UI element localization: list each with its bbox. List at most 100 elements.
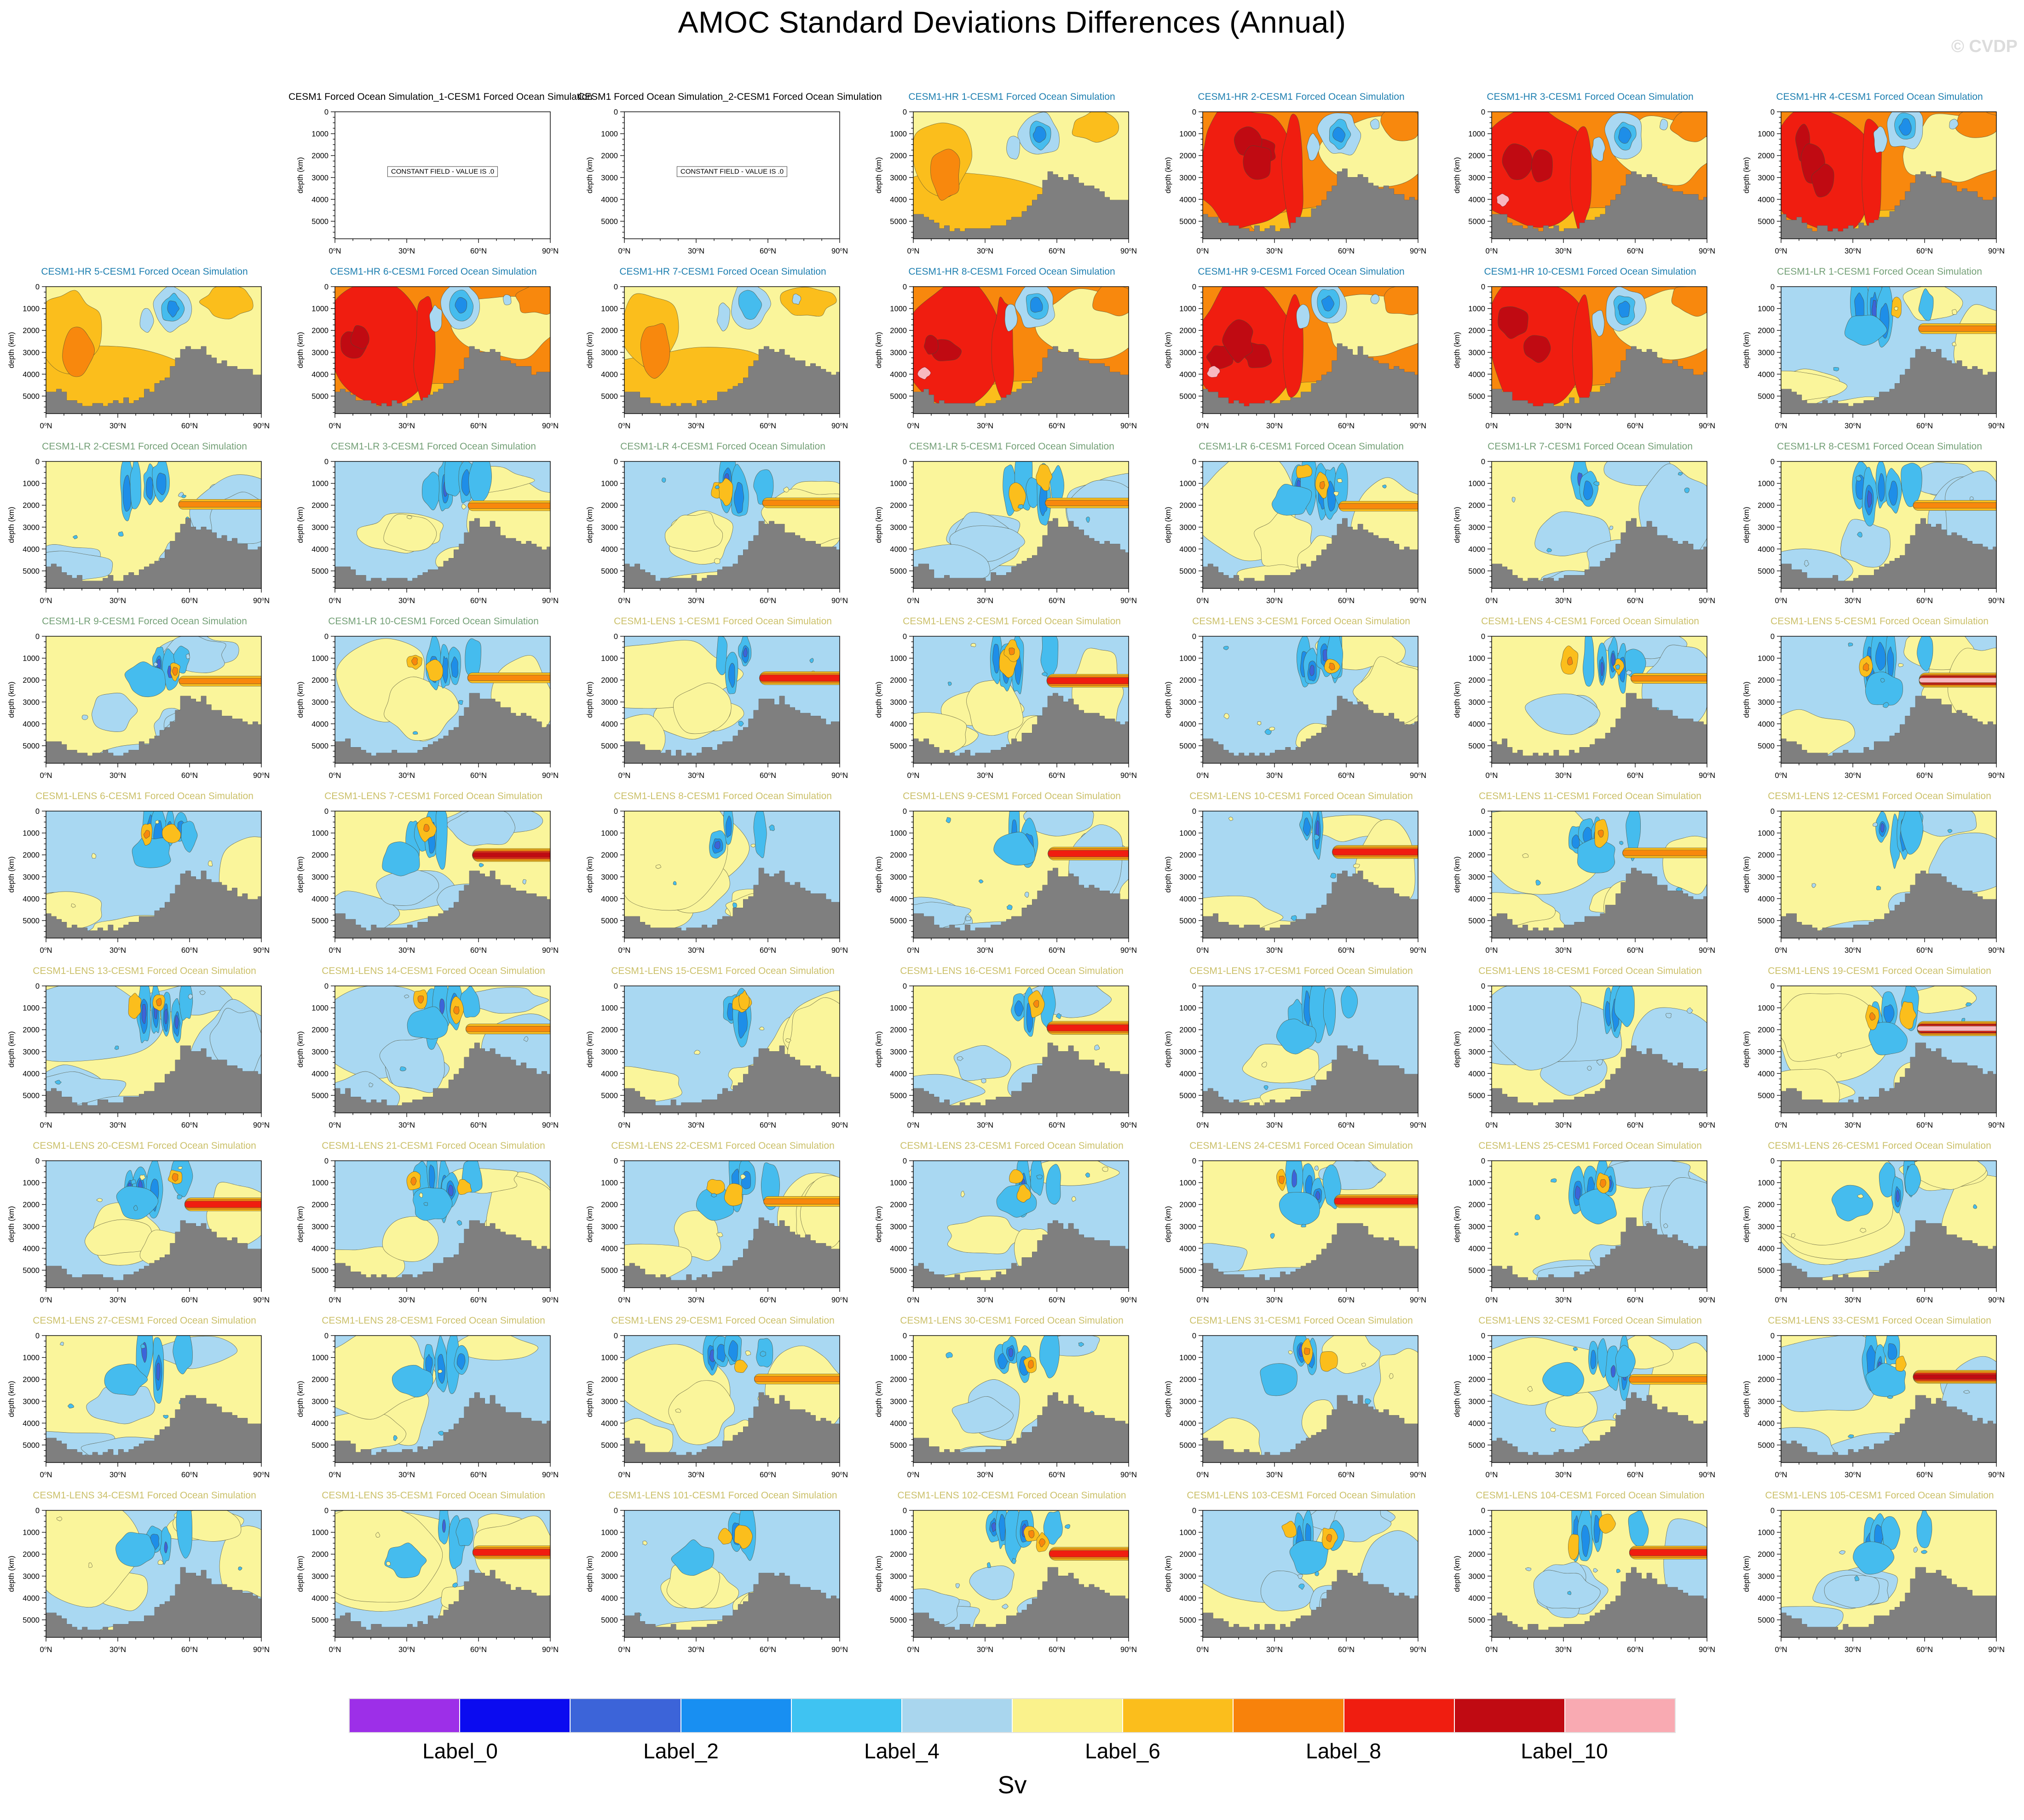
panel-lens-40: CESM1-LENS 19-CESM1 Forced Ocean Simulat… <box>1735 958 2024 1133</box>
bathymetry <box>913 693 1129 763</box>
y-tick-label: 5000 <box>601 218 618 226</box>
y-tick-label: 2000 <box>890 1201 907 1209</box>
contour-blob <box>1781 1336 1882 1412</box>
x-tick-label: 0oN <box>1197 1645 1209 1654</box>
y-tick-label: 2000 <box>23 501 40 510</box>
y-tick-label: 4000 <box>1468 720 1485 728</box>
y-tick-label: 5000 <box>1758 917 1775 925</box>
x-tick-label: 90oN <box>1699 946 1715 955</box>
x-tick-label: 30oN <box>977 1470 993 1479</box>
y-axis-title: depth (km) <box>1453 1031 1461 1068</box>
bathymetry <box>46 1395 261 1463</box>
y-tick-label: 2000 <box>311 1201 329 1209</box>
panel-plot: 0 1000 2000 3000 4000 5000 0oN 30oN 60oN 90oN dept… <box>296 1507 559 1654</box>
contour-blob <box>716 636 727 675</box>
contour-blob <box>1865 671 1903 706</box>
y-axis-title: depth (km) <box>1164 1206 1172 1243</box>
x-tick-label: 0oN <box>1486 596 1498 605</box>
bathymetry <box>1203 1395 1418 1463</box>
y-tick-label: 1000 <box>1468 1354 1485 1362</box>
contour-blob <box>426 659 444 681</box>
y-tick-label: 2000 <box>1179 851 1196 859</box>
y-tick-label: 2000 <box>1758 327 1775 335</box>
y-tick-label: 2000 <box>311 1026 329 1034</box>
contour-blob <box>1307 133 1320 161</box>
contour-blob <box>946 817 951 824</box>
y-tick-label: 2000 <box>1758 851 1775 859</box>
contour-blob <box>1913 1546 1918 1553</box>
contour-blob <box>1291 915 1297 921</box>
x-tick-label: 60oN <box>1627 1296 1643 1304</box>
y-tick-label: 4000 <box>890 720 907 728</box>
x-tick-label: 90oN <box>253 1121 270 1129</box>
y-axis-title: depth (km) <box>586 1381 594 1417</box>
y-tick-label: 1000 <box>23 829 40 838</box>
contour-blob <box>706 1179 725 1195</box>
y-tick-label: 4000 <box>1179 545 1196 553</box>
contour-field <box>1781 811 1996 938</box>
x-tick-label: 30oN <box>398 421 415 430</box>
contour-blob <box>411 657 418 666</box>
contour-field <box>913 636 1129 763</box>
y-axis-title: depth (km) <box>1742 157 1751 194</box>
y-axis-title: depth (km) <box>586 682 594 718</box>
x-tick-label: 90oN <box>1988 1645 2005 1654</box>
contour-blob <box>1592 310 1605 337</box>
x-tick-label: 0oN <box>329 421 341 430</box>
contour-blob <box>924 335 939 355</box>
colorbar-segment <box>460 1699 571 1732</box>
contour-field <box>1781 1161 1996 1288</box>
y-tick-label: 0 <box>35 1332 40 1340</box>
contour-blob <box>1361 1363 1366 1367</box>
panel-title: CESM1-LENS 17-CESM1 Forced Ocean Simulat… <box>1189 966 1413 976</box>
contour-blob <box>62 327 95 377</box>
y-tick-label: 0 <box>324 633 329 641</box>
panel-lens-30: CESM1-LENS 9-CESM1 Forced Ocean Simulati… <box>867 783 1156 958</box>
x-tick-label: 60oN <box>760 596 776 605</box>
panel-lr-15: CESM1-LR 4-CESM1 Forced Ocean Simulation… <box>578 434 867 609</box>
contour-blob <box>760 1351 766 1357</box>
x-tick-label: 90oN <box>1410 1470 1426 1479</box>
x-tick-label: 60oN <box>1338 247 1355 255</box>
x-tick-label: 0oN <box>40 596 52 605</box>
y-axis-title: depth (km) <box>586 1556 594 1592</box>
x-tick-label: 60oN <box>181 771 198 780</box>
x-tick-label: 30oN <box>1266 1121 1283 1129</box>
y-tick-label: 0 <box>614 283 618 291</box>
contour-blob <box>1568 1534 1579 1560</box>
y-tick-label: 1000 <box>1179 655 1196 663</box>
panel-plot: 0 1000 2000 3000 4000 5000 0oN 30oN 60oN 90oN dept… <box>1164 1157 1426 1304</box>
x-tick-label: 0oN <box>1486 1470 1498 1479</box>
y-tick-label: 4000 <box>23 1244 40 1253</box>
bathymetry <box>1203 518 1418 588</box>
panel-plot: 0 1000 2000 3000 4000 5000 0oN 30oN 60oN 90oN dept… <box>875 633 1137 780</box>
x-tick-label: 60oN <box>1627 946 1643 955</box>
x-tick-label: 30oN <box>1266 946 1283 955</box>
contour-blob <box>783 487 789 493</box>
contour-blob <box>128 993 142 1019</box>
contour-blob <box>181 494 186 498</box>
y-tick-label: 1000 <box>601 480 618 488</box>
x-tick-label: 0oN <box>329 596 341 605</box>
x-tick-label: 60oN <box>1338 596 1355 605</box>
contour-blob <box>1616 1569 1620 1573</box>
panel-title: CESM1-LENS 102-CESM1 Forced Ocean Simula… <box>897 1490 1126 1501</box>
contour-blob <box>417 995 424 1004</box>
panel-title: CESM1-LENS 10-CESM1 Forced Ocean Simulat… <box>1189 791 1413 801</box>
y-tick-label: 1000 <box>1468 305 1485 313</box>
y-axis-title: depth (km) <box>875 1381 883 1417</box>
x-tick-label: 30oN <box>688 1470 704 1479</box>
x-tick-label: 30oN <box>1845 596 1861 605</box>
band-layer <box>1629 1549 1707 1556</box>
panel-plot: 0 1000 2000 3000 4000 5000 0oN 30oN 60oN 90oN dept… <box>1742 1157 2005 1304</box>
contour-blob <box>410 1177 417 1186</box>
y-tick-label: 1000 <box>311 480 329 488</box>
contour-blob <box>1687 1007 1693 1014</box>
contour-blob <box>1296 464 1312 478</box>
contour-blob <box>130 461 141 509</box>
x-tick-label: 30oN <box>110 1470 126 1479</box>
panel-title: CESM1-LENS 22-CESM1 Forced Ocean Simulat… <box>611 1140 835 1151</box>
y-tick-label: 0 <box>1481 1332 1485 1340</box>
y-tick-label: 0 <box>614 982 618 991</box>
panel-plot: 0 1000 2000 3000 4000 5000 0oN 30oN 60oN 90oN dept… <box>296 283 559 430</box>
